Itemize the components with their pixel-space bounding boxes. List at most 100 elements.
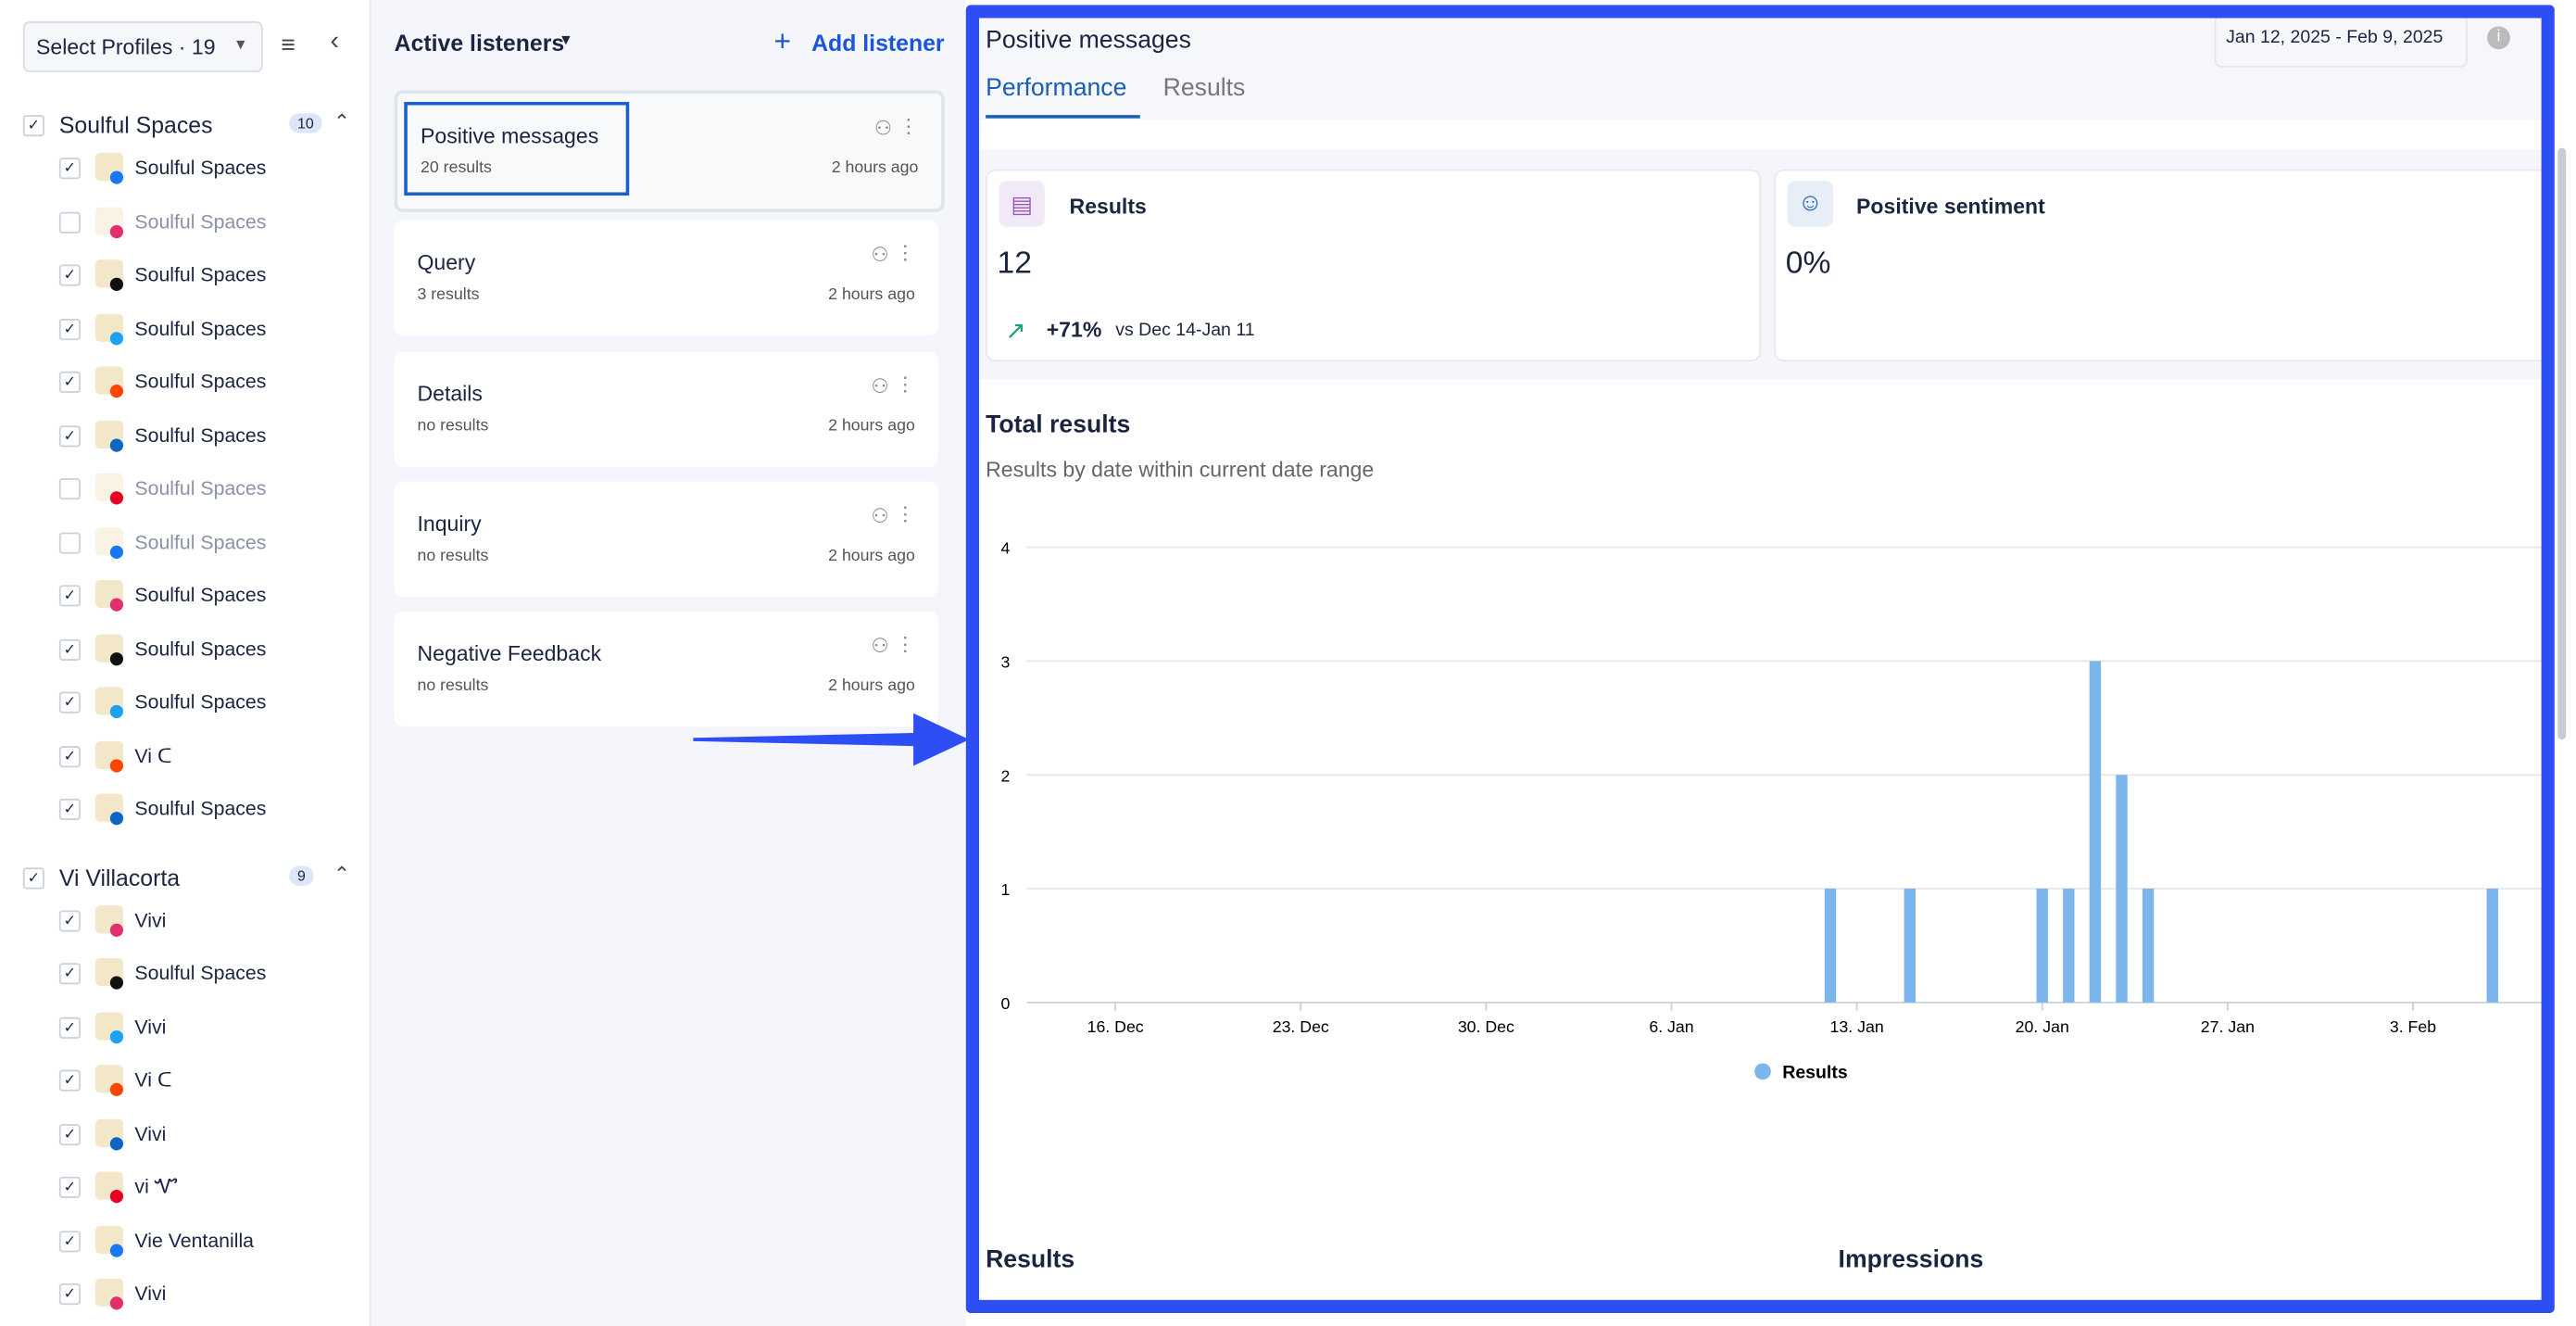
profile-select[interactable]: Select Profiles · 19 ▼ bbox=[22, 21, 263, 73]
listener-card[interactable]: Inquiry no results 2 hours ago ⚇ ⋮ bbox=[394, 481, 938, 597]
trend-icon: ↗ bbox=[1005, 317, 1026, 346]
checkbox[interactable]: ✓ bbox=[58, 424, 81, 447]
checkbox[interactable]: ✓ bbox=[58, 585, 81, 607]
add-listener[interactable]: Add listener bbox=[811, 29, 945, 57]
card-icon: ☺ bbox=[1787, 181, 1834, 227]
platform-badge bbox=[109, 922, 124, 937]
checkbox[interactable]: ✓ bbox=[58, 745, 81, 767]
platform-badge bbox=[109, 758, 124, 772]
checkbox[interactable]: ✓ bbox=[22, 115, 44, 137]
checkbox[interactable] bbox=[58, 531, 81, 553]
bar bbox=[1824, 889, 1837, 1003]
menu-icon[interactable]: ⋮ bbox=[895, 502, 915, 526]
scrollbar[interactable] bbox=[2557, 147, 2567, 740]
menu-icon[interactable]: ⋮ bbox=[895, 633, 915, 656]
profile-name[interactable]: Soulful Spaces bbox=[134, 370, 267, 393]
card-value: 12 bbox=[997, 246, 1033, 282]
platform-badge bbox=[109, 812, 124, 826]
checkbox[interactable]: ✓ bbox=[58, 1283, 81, 1306]
profile-name[interactable]: Soulful Spaces bbox=[134, 423, 267, 447]
listener-name: Query bbox=[417, 250, 476, 275]
platform-badge bbox=[109, 277, 124, 291]
checkbox[interactable]: ✓ bbox=[22, 866, 44, 889]
profile-name[interactable]: Vie Ventanilla bbox=[134, 1228, 255, 1252]
checkbox[interactable]: ✓ bbox=[58, 371, 81, 393]
x-tick-label: 6. Jan bbox=[1649, 1017, 1693, 1036]
checkbox[interactable]: ✓ bbox=[58, 1069, 81, 1092]
section-title: Impressions bbox=[1838, 1245, 1984, 1274]
platform-badge bbox=[109, 544, 124, 559]
chart: 0 1 2 3 4 16. Dec 23. Dec 30. Dec 6. Jan 13. Jan 2… bbox=[1000, 539, 2544, 1082]
share-icon[interactable]: ⚇ bbox=[871, 634, 889, 658]
group-toggle[interactable]: ⌃ bbox=[333, 109, 350, 133]
profile-name[interactable]: Soulful Spaces bbox=[134, 797, 267, 820]
platform-badge bbox=[109, 651, 124, 665]
y-tick-label: 1 bbox=[1000, 880, 1010, 899]
profile-name[interactable]: Vi ᑕ bbox=[134, 1067, 172, 1092]
share-icon[interactable]: ⚇ bbox=[873, 116, 893, 140]
checkbox[interactable] bbox=[58, 478, 81, 500]
profile-name[interactable]: Soulful Spaces bbox=[134, 961, 267, 985]
profile-name[interactable]: Soulful Spaces bbox=[134, 156, 267, 180]
profile-name[interactable]: Vivi bbox=[134, 1121, 167, 1145]
platform-badge bbox=[109, 224, 124, 238]
date-picker[interactable]: Jan 12, 2025 - Feb 9, 2025 bbox=[2214, 14, 2468, 68]
checkbox[interactable]: ✓ bbox=[58, 264, 81, 286]
info-icon[interactable]: i bbox=[2487, 26, 2510, 50]
share-icon[interactable]: ⚇ bbox=[871, 244, 889, 267]
checkbox[interactable]: ✓ bbox=[58, 1123, 81, 1145]
checkbox[interactable]: ✓ bbox=[58, 158, 81, 180]
tab[interactable]: Results bbox=[1162, 73, 1246, 102]
checkbox[interactable]: ✓ bbox=[58, 1176, 81, 1198]
checkbox[interactable]: ✓ bbox=[58, 798, 81, 820]
profile-name[interactable]: Soulful Spaces bbox=[134, 583, 267, 607]
caret: ▼ bbox=[232, 36, 248, 53]
profile-name[interactable]: vi Ꮙ bbox=[134, 1175, 179, 1198]
profile-name[interactable]: Soulful Spaces bbox=[134, 209, 267, 233]
checkbox[interactable]: ✓ bbox=[58, 691, 81, 714]
platform-badge bbox=[109, 170, 124, 184]
y-tick-label: 0 bbox=[1000, 994, 1010, 1013]
listener-card[interactable]: Query 3 results 2 hours ago ⚇ ⋮ bbox=[394, 221, 938, 336]
filter-button[interactable]: ≡ bbox=[281, 31, 295, 59]
tab[interactable]: Performance bbox=[986, 73, 1127, 102]
profile-name[interactable]: Soulful Spaces bbox=[134, 637, 267, 661]
x-tick-label: 13. Jan bbox=[1830, 1017, 1884, 1036]
profile-name[interactable]: Vi ᑕ bbox=[134, 743, 172, 767]
checkbox[interactable] bbox=[58, 210, 81, 233]
profile-name[interactable]: Vivi bbox=[134, 1015, 167, 1038]
listeners-title: Active listeners bbox=[394, 29, 565, 57]
bar bbox=[2116, 775, 2128, 1003]
profile-name[interactable]: Soulful Spaces bbox=[134, 689, 267, 714]
x-tick-label: 30. Dec bbox=[1458, 1017, 1514, 1036]
profile-name[interactable]: Soulful Spaces bbox=[134, 316, 267, 340]
profile-name[interactable]: Soulful Spaces bbox=[134, 476, 267, 500]
listener-card[interactable]: Details no results 2 hours ago ⚇ ⋮ bbox=[394, 350, 938, 466]
listener-card[interactable]: Positive messages 20 results 2 hours ago ⚇ ⋮ bbox=[394, 90, 945, 212]
collapse-button[interactable]: ‹ bbox=[330, 28, 339, 57]
group-toggle[interactable]: ⌃ bbox=[333, 862, 350, 886]
listener-card[interactable]: Negative Feedback no results 2 hours ago ⚇ ⋮ bbox=[394, 612, 938, 727]
profile-name[interactable]: Vivi bbox=[134, 907, 167, 931]
checkbox[interactable]: ✓ bbox=[58, 963, 81, 985]
profile-name[interactable]: Soulful Spaces bbox=[134, 262, 267, 286]
profile-name[interactable]: Soulful Spaces bbox=[134, 529, 267, 553]
highlight-frame bbox=[965, 5, 2555, 1314]
checkbox[interactable]: ✓ bbox=[58, 1230, 81, 1252]
platform-badge bbox=[109, 491, 124, 505]
add-icon[interactable]: + bbox=[773, 24, 791, 58]
checkbox[interactable]: ✓ bbox=[58, 1016, 81, 1038]
menu-icon[interactable]: ⋮ bbox=[895, 372, 915, 396]
listener-results: no results bbox=[417, 416, 489, 436]
menu-icon[interactable]: ⋮ bbox=[895, 242, 915, 266]
checkbox[interactable]: ✓ bbox=[58, 318, 81, 340]
listener-time: 2 hours ago bbox=[831, 159, 919, 178]
share-icon[interactable]: ⚇ bbox=[871, 504, 889, 528]
checkbox[interactable]: ✓ bbox=[58, 909, 81, 931]
listener-time: 2 hours ago bbox=[828, 677, 915, 696]
profile-name[interactable]: Vivi bbox=[134, 1282, 167, 1306]
checkbox[interactable]: ✓ bbox=[58, 638, 81, 661]
menu-icon[interactable]: ⋮ bbox=[898, 115, 919, 138]
share-icon[interactable]: ⚇ bbox=[871, 373, 889, 398]
